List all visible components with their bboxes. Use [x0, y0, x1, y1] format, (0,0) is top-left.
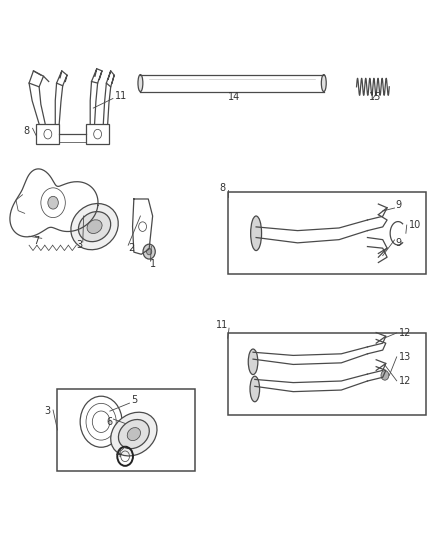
Text: 3: 3: [76, 240, 82, 250]
Circle shape: [147, 248, 152, 255]
Circle shape: [48, 196, 58, 209]
Ellipse shape: [127, 427, 141, 441]
Text: 15: 15: [369, 92, 381, 102]
Ellipse shape: [87, 220, 102, 233]
Text: 12: 12: [399, 328, 411, 338]
Text: 13: 13: [399, 352, 411, 362]
Ellipse shape: [321, 75, 326, 92]
Ellipse shape: [111, 412, 157, 456]
Text: 9: 9: [396, 238, 402, 247]
Ellipse shape: [251, 216, 261, 251]
Text: 11: 11: [115, 91, 127, 101]
Text: 14: 14: [228, 92, 240, 102]
Text: 3: 3: [45, 406, 51, 416]
Text: 12: 12: [399, 376, 411, 386]
Bar: [36, 124, 59, 144]
Bar: [228, 192, 426, 274]
Ellipse shape: [78, 212, 111, 241]
Ellipse shape: [71, 204, 118, 250]
Text: 1: 1: [149, 259, 155, 269]
Circle shape: [143, 244, 155, 259]
Text: 8: 8: [23, 126, 29, 136]
Bar: [86, 124, 109, 144]
Text: 2: 2: [128, 243, 135, 253]
Circle shape: [381, 370, 389, 380]
Ellipse shape: [118, 419, 149, 449]
Ellipse shape: [250, 376, 260, 402]
Text: 9: 9: [396, 200, 402, 211]
Text: 11: 11: [216, 320, 229, 330]
Bar: [228, 333, 426, 415]
Text: 5: 5: [131, 395, 137, 406]
Text: 7: 7: [33, 236, 39, 246]
Ellipse shape: [248, 349, 258, 375]
Text: 4: 4: [116, 449, 122, 458]
Bar: [57, 389, 195, 471]
Text: 8: 8: [219, 183, 226, 193]
Text: 10: 10: [409, 220, 421, 230]
Ellipse shape: [138, 75, 143, 92]
Text: 6: 6: [106, 417, 112, 427]
